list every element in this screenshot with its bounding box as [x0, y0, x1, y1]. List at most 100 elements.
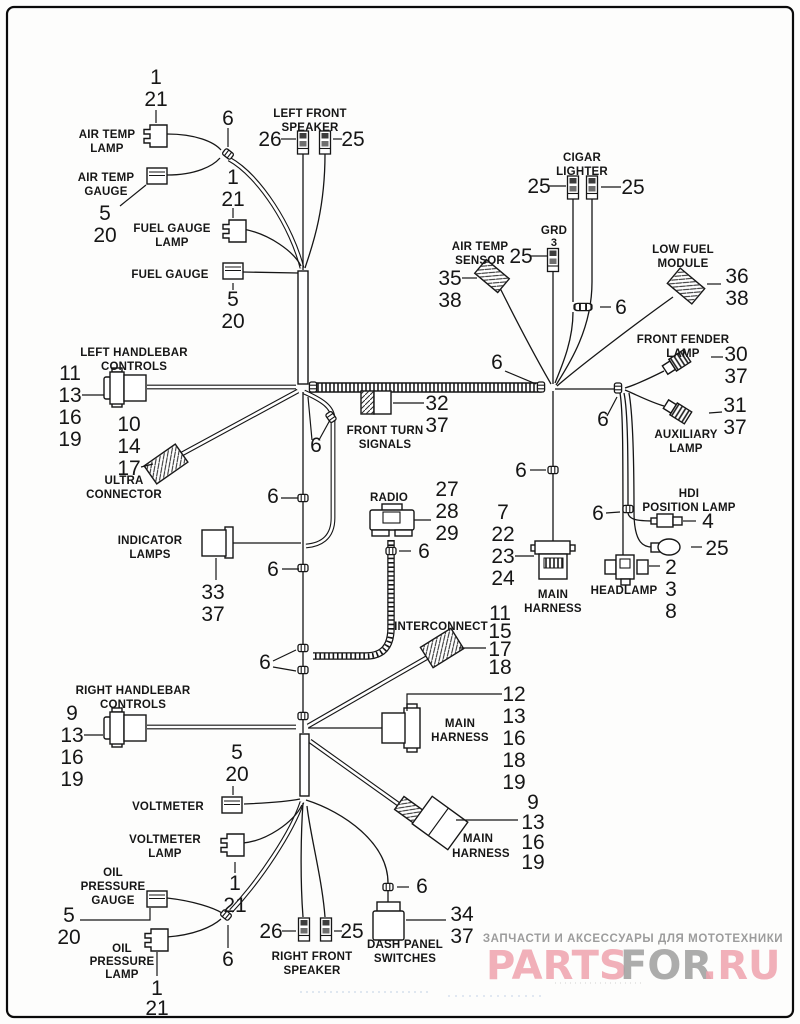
front-turn-signals-label: SIGNALS	[359, 439, 412, 451]
ref-lfm-36: 36	[725, 265, 748, 288]
ref-opl-1: 1	[151, 977, 163, 1000]
ref-radio-29: 29	[435, 522, 458, 545]
wires	[147, 133, 674, 938]
ref-fuel-gauge-5: 5	[227, 288, 239, 311]
ref-junction-6: 6	[222, 948, 234, 971]
ref-mh3-16: 16	[521, 831, 544, 854]
auxiliary-lamp-label: LAMP	[669, 443, 703, 455]
voltmeter-icon	[221, 796, 243, 814]
ultra-connector-label: ULTRA	[104, 475, 143, 487]
ref-lhc-16: 16	[58, 406, 81, 429]
ref-junction-6: 6	[615, 296, 627, 319]
ref-headlamp-8: 8	[665, 600, 677, 623]
oil-pressure-gauge-label: PRESSURE	[81, 881, 146, 893]
ref-ffl-30: 30	[724, 343, 747, 366]
ref-lhc-11: 11	[59, 362, 81, 385]
harness-segment-top	[297, 270, 309, 385]
low-fuel-module-icon	[666, 267, 706, 305]
ref-air-temp-lamp-1: 1	[150, 66, 162, 89]
indicator-lamps-label: LAMPS	[129, 549, 170, 561]
right-front-speaker-connector-icon	[319, 917, 333, 942]
front-fender-lamp-label: FRONT FENDER	[637, 334, 730, 346]
ref-junction-6: 6	[491, 351, 503, 374]
ref-ultra-14: 14	[117, 435, 141, 458]
faint-print-artifact	[300, 982, 645, 997]
radio-label: RADIO	[370, 492, 408, 504]
air-temp-gauge-label: AIR TEMP	[78, 172, 135, 184]
ref-dps-37: 37	[450, 925, 473, 948]
cigar-lighter-label: LIGHTER	[556, 166, 608, 178]
left-handlebar-controls-label: LEFT HANDLEBAR	[80, 347, 188, 359]
right-handlebar-controls-label: CONTROLS	[100, 699, 166, 711]
ref-hdi-4: 4	[702, 510, 714, 533]
ref-rhc-13: 13	[60, 724, 83, 747]
main-harness-3-label: MAIN	[463, 833, 493, 845]
interconnect-label: INTERCONNECT	[394, 621, 488, 633]
ref-ic-15: 15	[488, 620, 511, 643]
main-harness-1-label: MAIN	[538, 589, 568, 601]
fuel-gauge-lamp-label: FUEL GAUGE	[133, 223, 210, 235]
watermark-brand-ru: .RU	[702, 943, 780, 989]
right-front-speaker-connector-icon	[297, 917, 311, 942]
cigar-lighter-connector-icon	[585, 175, 599, 200]
left-front-speaker-connector-icon	[296, 130, 310, 155]
ref-hdi-25: 25	[705, 537, 728, 560]
main-harness-3-connector-icon	[393, 795, 469, 851]
dash-panel-switches-label: DASH PANEL	[367, 939, 443, 951]
ref-voltmeter-5: 5	[231, 741, 243, 764]
ref-headlamp-3: 3	[665, 578, 677, 601]
ultra-connector-icon	[143, 443, 189, 485]
air-temp-gauge-icon	[146, 167, 168, 185]
ref-air-temp-gauge-20: 20	[93, 224, 116, 247]
air-temp-lamp-label: AIR TEMP	[79, 129, 136, 141]
ref-headlamp-2: 2	[665, 556, 677, 579]
oil-pressure-gauge-label: GAUGE	[91, 895, 134, 907]
ref-radio-27: 27	[435, 478, 458, 501]
ref-fts-32: 32	[425, 392, 448, 415]
voltmeter-lamp-label: LAMP	[148, 848, 182, 860]
grd-connector-icon	[546, 247, 560, 273]
ref-fts-37: 37	[425, 414, 448, 437]
ref-air-temp-lamp-21: 21	[144, 88, 167, 111]
low-fuel-module-label: MODULE	[657, 258, 708, 270]
ref-junction-6: 6	[592, 502, 604, 525]
leader-lines	[80, 110, 723, 976]
ref-opg-20: 20	[57, 926, 80, 949]
ref-junction-6: 6	[597, 408, 609, 431]
ref-ic-11: 11	[489, 602, 511, 625]
ref-lhc-19: 19	[58, 428, 81, 451]
ref-mh1-22: 22	[491, 523, 514, 546]
ref-mh3-13: 13	[521, 811, 544, 834]
right-front-speaker-label: SPEAKER	[284, 965, 341, 977]
ref-mh2-16: 16	[502, 727, 525, 750]
ref-lhc-13: 13	[58, 384, 81, 407]
cigar-lighter-connector-icon	[566, 175, 580, 200]
air-temp-sensor-label: SENSOR	[455, 255, 505, 267]
ref-junction-6: 6	[222, 107, 234, 130]
fuel-gauge-lamp-label: LAMP	[155, 237, 189, 249]
low-fuel-module-label: LOW FUEL	[652, 244, 714, 256]
ref-rhc-9: 9	[66, 702, 78, 725]
front-fender-lamp-label: LAMP	[666, 348, 700, 360]
dash-panel-switches-icon	[372, 901, 405, 941]
ref-dps-34: 34	[450, 903, 474, 926]
ref-opg-5: 5	[63, 904, 75, 927]
ref-rhc-19: 19	[60, 768, 83, 791]
voltmeter-lamp-label: VOLTMETER	[129, 834, 201, 846]
ref-mh2-18: 18	[502, 749, 525, 772]
ref-mh2-13: 13	[502, 705, 525, 728]
ref-rfs-26: 26	[259, 920, 282, 943]
oil-pressure-gauge-label: OIL	[103, 867, 123, 879]
ref-fuel-gauge-20: 20	[221, 310, 244, 333]
right-front-speaker-label: RIGHT FRONT	[272, 951, 353, 963]
ref-mh2-19: 19	[502, 771, 525, 794]
left-handlebar-controls-label: CONTROLS	[101, 361, 167, 373]
right-handlebar-controls-label: RIGHT HANDLEBAR	[76, 685, 191, 697]
left-front-speaker-connector-icon	[318, 130, 332, 155]
main-harness-1-label: HARNESS	[524, 603, 582, 615]
ref-junction-6: 6	[515, 459, 527, 482]
ref-ats-35: 35	[438, 267, 461, 290]
oil-pressure-gauge-icon	[146, 890, 168, 908]
air-temp-sensor-label: AIR TEMP	[452, 241, 509, 253]
watermark-brand-parts: PARTS	[486, 943, 628, 989]
